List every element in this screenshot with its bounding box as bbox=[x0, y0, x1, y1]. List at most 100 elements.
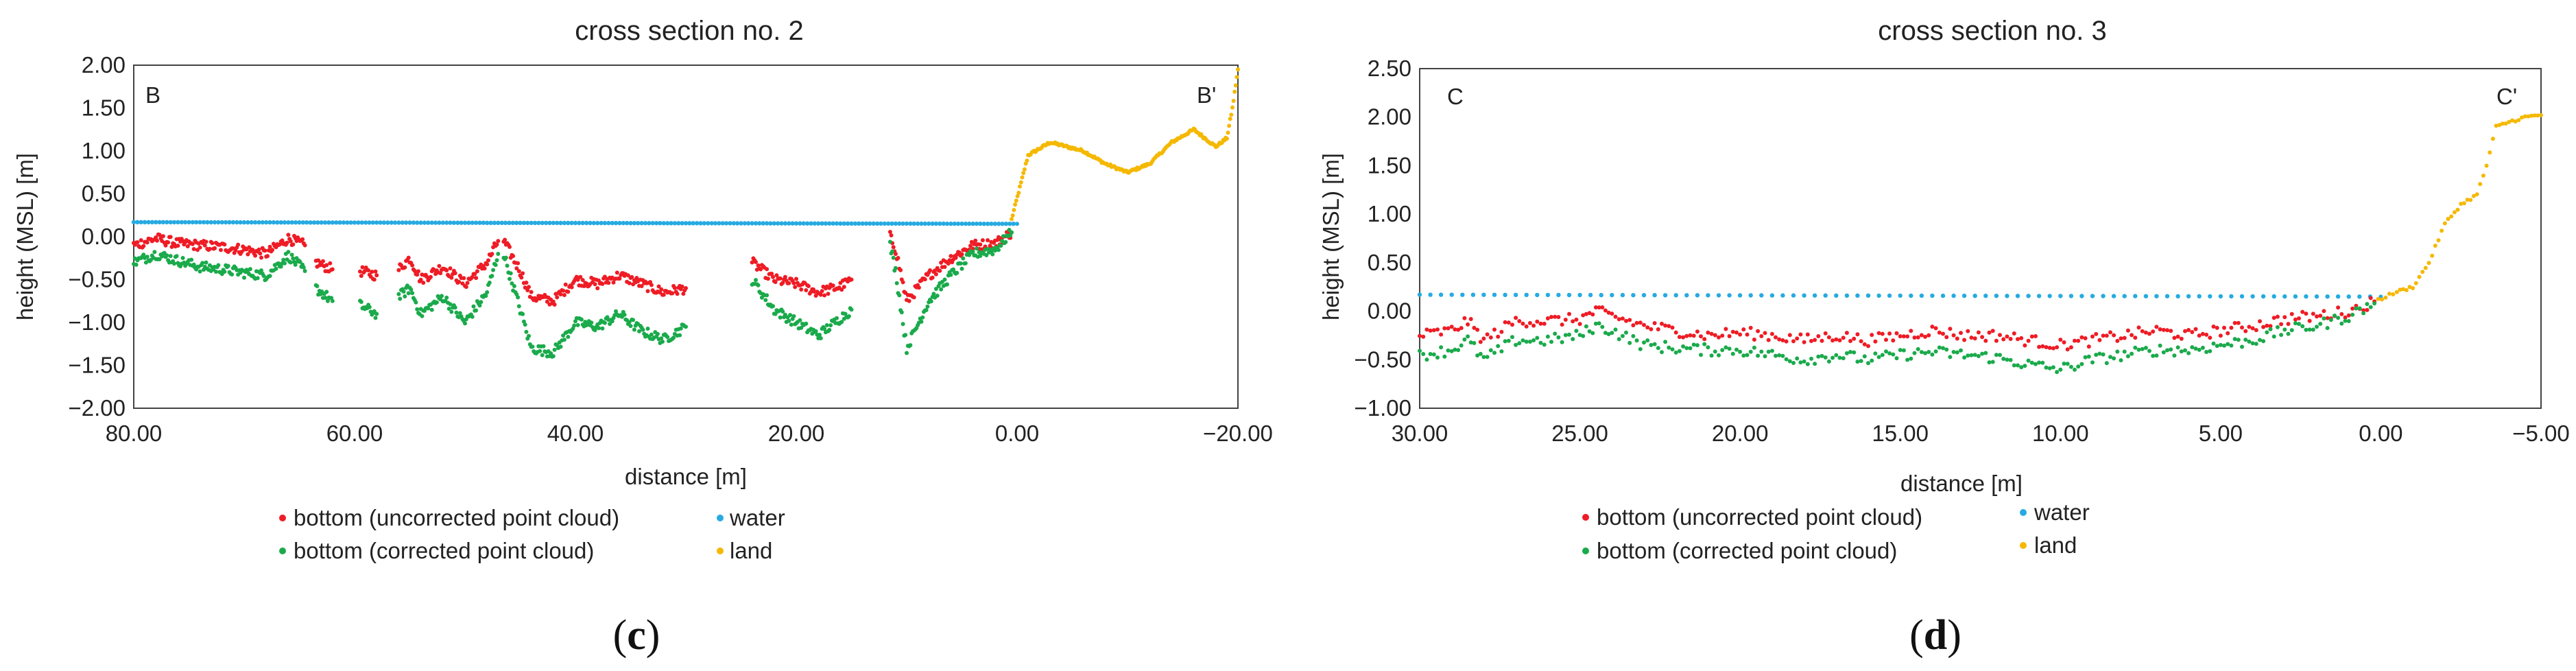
corrected-point bbox=[1774, 353, 1778, 358]
uncorrected-point bbox=[1453, 327, 1457, 332]
corrected-point bbox=[448, 302, 453, 307]
water-point bbox=[499, 220, 504, 225]
uncorrected-point bbox=[494, 242, 499, 247]
corrected-point bbox=[1459, 343, 1464, 348]
corrected-point bbox=[2346, 319, 2351, 323]
uncorrected-point bbox=[1446, 326, 1451, 331]
corrected-point bbox=[824, 323, 829, 327]
water-point bbox=[1684, 293, 1689, 298]
water-point bbox=[2293, 294, 2298, 299]
uncorrected-point bbox=[449, 275, 454, 280]
water-point bbox=[882, 221, 887, 226]
land-point bbox=[2401, 287, 2406, 292]
corrected-point bbox=[324, 290, 329, 294]
water-point bbox=[661, 221, 666, 226]
corrected-point bbox=[2143, 346, 2148, 350]
water-point bbox=[842, 221, 847, 226]
corrected-point bbox=[1976, 354, 1981, 358]
plot-area bbox=[133, 64, 1239, 409]
water-point bbox=[720, 221, 725, 226]
corrected-point bbox=[2279, 333, 2284, 338]
corrected-point bbox=[608, 322, 612, 327]
y-tick-label: 0.50 bbox=[82, 181, 126, 207]
uncorrected-point bbox=[444, 268, 449, 272]
corrected-point bbox=[1691, 342, 1696, 347]
corrected-point bbox=[684, 325, 688, 329]
uncorrected-point bbox=[1699, 334, 1703, 339]
corrected-point bbox=[2336, 316, 2341, 320]
uncorrected-point bbox=[139, 238, 143, 243]
uncorrected-point bbox=[438, 271, 443, 276]
corrected-point bbox=[891, 255, 896, 260]
corrected-point bbox=[2315, 325, 2319, 329]
uncorrected-point bbox=[2165, 328, 2169, 333]
uncorrected-point bbox=[1542, 321, 1547, 326]
uncorrected-point bbox=[1795, 336, 1800, 341]
water-point bbox=[2101, 294, 2106, 298]
uncorrected-point bbox=[1574, 317, 1579, 322]
water-point bbox=[525, 220, 530, 226]
corrected-point bbox=[997, 248, 1001, 252]
uncorrected-point bbox=[1898, 334, 1903, 339]
uncorrected-point bbox=[1475, 327, 1480, 332]
corrected-point bbox=[1969, 353, 1974, 357]
water-point bbox=[665, 221, 670, 226]
corrected-point bbox=[2097, 351, 2102, 356]
land-point bbox=[2529, 113, 2533, 118]
water-point bbox=[1011, 222, 1016, 226]
corrected-point bbox=[2328, 318, 2333, 322]
water-point bbox=[2036, 294, 2042, 298]
y-tick-label: −0.50 bbox=[1355, 346, 1412, 372]
land-point bbox=[1228, 117, 1232, 121]
uncorrected-point bbox=[765, 276, 770, 281]
corrected-point bbox=[1456, 348, 1461, 353]
plot-series bbox=[131, 67, 1240, 359]
uncorrected-point bbox=[822, 293, 827, 298]
corrected-point bbox=[406, 291, 411, 296]
uncorrected-point bbox=[302, 243, 307, 248]
uncorrected-point bbox=[1428, 328, 1433, 333]
corrected-point bbox=[1983, 351, 1988, 355]
caption-close: ) bbox=[1947, 612, 1961, 659]
uncorrected-point bbox=[160, 234, 165, 239]
uncorrected-point bbox=[2068, 345, 2073, 350]
water-point bbox=[794, 221, 799, 226]
water-point bbox=[834, 221, 839, 226]
water-point bbox=[1449, 292, 1454, 297]
corrected-point bbox=[579, 317, 584, 322]
water-point bbox=[863, 221, 869, 226]
uncorrected-point bbox=[1909, 329, 1913, 333]
water-point bbox=[2090, 294, 2095, 298]
land-point bbox=[2461, 201, 2466, 206]
uncorrected-point bbox=[928, 268, 932, 272]
uncorrected-point bbox=[611, 280, 616, 285]
uncorrected-point bbox=[258, 251, 263, 256]
uncorrected-point bbox=[2226, 331, 2230, 336]
uncorrected-point bbox=[514, 266, 519, 271]
x-tick-labels: 80.00 60.00 40.00 20.00 0.00 −20.00 bbox=[106, 421, 1273, 446]
corrected-point bbox=[259, 268, 263, 273]
corrected-point bbox=[1545, 334, 1550, 339]
corrected-point bbox=[2034, 362, 2038, 366]
uncorrected-point bbox=[2079, 335, 2084, 340]
corrected-point bbox=[1538, 340, 1543, 345]
water-point bbox=[1015, 222, 1019, 226]
corrected-point bbox=[942, 277, 947, 282]
x-axis-label: distance [m] bbox=[1900, 471, 2023, 496]
series-water bbox=[1417, 292, 2383, 299]
uncorrected-point bbox=[831, 283, 835, 288]
legend-marker-corrected bbox=[1582, 548, 1589, 554]
water-point bbox=[772, 221, 777, 226]
uncorrected-point bbox=[1944, 335, 1949, 340]
water-point bbox=[1524, 292, 1529, 297]
corrected-point bbox=[1780, 353, 1785, 358]
uncorrected-point bbox=[1531, 323, 1536, 328]
water-point bbox=[628, 221, 633, 226]
corrected-point bbox=[1870, 358, 1874, 363]
uncorrected-point bbox=[2130, 333, 2134, 338]
uncorrected-point bbox=[485, 262, 490, 267]
corrected-point bbox=[2190, 345, 2195, 350]
corrected-point bbox=[1606, 332, 1611, 336]
uncorrected-point bbox=[2215, 325, 2219, 330]
water-point bbox=[403, 220, 409, 225]
